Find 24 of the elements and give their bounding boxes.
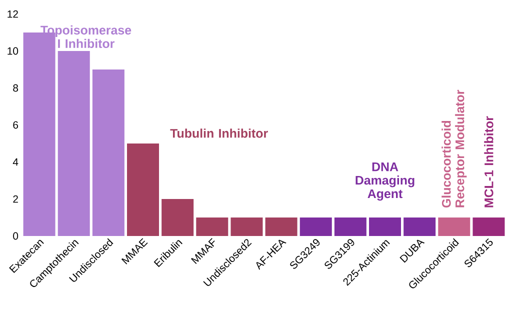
annotation: Tubulin Inhibitor [170, 128, 268, 138]
bar [404, 218, 436, 236]
bar [300, 218, 332, 236]
bar [265, 218, 298, 236]
bar [334, 218, 366, 236]
y-tick-label: 12 [8, 10, 18, 18]
y-tick-label: 6 [13, 121, 18, 129]
y-tick-label: 8 [13, 84, 18, 92]
y-tick-label: 4 [12, 158, 18, 166]
bar [196, 218, 228, 236]
bar [472, 218, 505, 236]
bar [369, 218, 402, 236]
annotation: DNA Damaging Agent [356, 162, 414, 201]
y-tick-label: 0 [13, 232, 18, 240]
annotation: MCL-1 Inhibitor [484, 116, 494, 208]
bar [230, 218, 263, 236]
y-tick-label: 2 [13, 195, 18, 203]
annotation: Glucocorticoid Receptor Modulator [442, 90, 467, 208]
bar [58, 50, 90, 236]
y-tick-label: 10 [8, 47, 18, 55]
bar [438, 218, 470, 236]
bar [127, 144, 160, 236]
bar [162, 199, 194, 236]
bar [92, 70, 124, 236]
